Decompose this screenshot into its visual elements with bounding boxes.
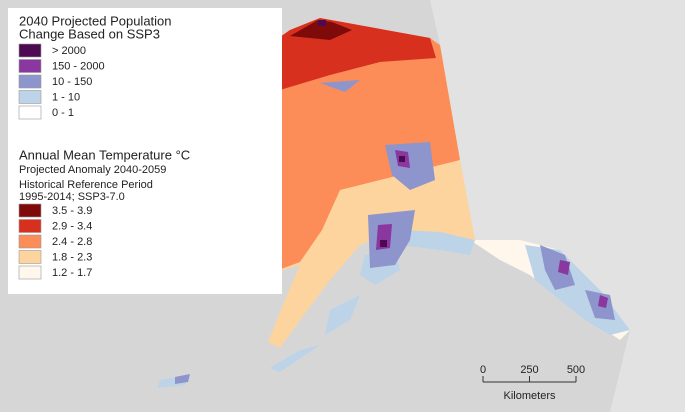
- legend-swatch: [18, 203, 42, 218]
- legend-swatch: [18, 265, 42, 280]
- legend-swatch: [18, 74, 42, 89]
- legend-note: Historical Reference Period: [19, 179, 153, 191]
- warming-zone: [290, 20, 352, 40]
- legend-label: 10 - 150: [52, 76, 92, 88]
- scale-label: 250: [520, 364, 538, 376]
- legend-title: Annual Mean Temperature °C: [19, 147, 190, 162]
- legend-label: 150 - 2000: [52, 60, 105, 72]
- populated-areas: [318, 20, 405, 247]
- legend-box: [8, 8, 282, 294]
- legend-label: 2.9 - 3.4: [52, 220, 92, 232]
- legend-title: 2040 Projected Population: [19, 13, 172, 28]
- legend-label: 1.8 - 2.3: [52, 251, 92, 263]
- scale-label: 500: [567, 364, 585, 376]
- legend-label: 1.2 - 1.7: [52, 267, 92, 279]
- legend-label: 2.4 - 2.8: [52, 236, 92, 248]
- scale-bar: 0 250 500 Kilometers: [480, 364, 585, 402]
- legend-label: 0 - 1: [52, 107, 74, 119]
- scale-label: 0: [480, 364, 486, 376]
- legend-label: 1 - 10: [52, 91, 80, 103]
- scale-unit: Kilometers: [504, 390, 556, 402]
- legend-note: 1995-2014; SSP3-7.0: [19, 191, 125, 203]
- warming-zone: [240, 18, 436, 95]
- legend-swatch: [18, 43, 42, 58]
- legend-swatch: [18, 105, 42, 120]
- legend-swatch: [18, 234, 42, 249]
- legend-label: > 2000: [52, 45, 86, 57]
- canada: [430, 0, 685, 412]
- legend-swatch: [18, 59, 42, 73]
- legend-swatch: [18, 250, 42, 264]
- populated-areas: [175, 80, 615, 384]
- legend-swatch: [18, 90, 42, 104]
- legend-title: Change Based on SSP3: [19, 26, 160, 41]
- legend-swatch: [18, 219, 42, 233]
- legend-subtitle: Projected Anomaly 2040-2059: [19, 164, 166, 176]
- legend-label: 3.5 - 3.9: [52, 205, 92, 217]
